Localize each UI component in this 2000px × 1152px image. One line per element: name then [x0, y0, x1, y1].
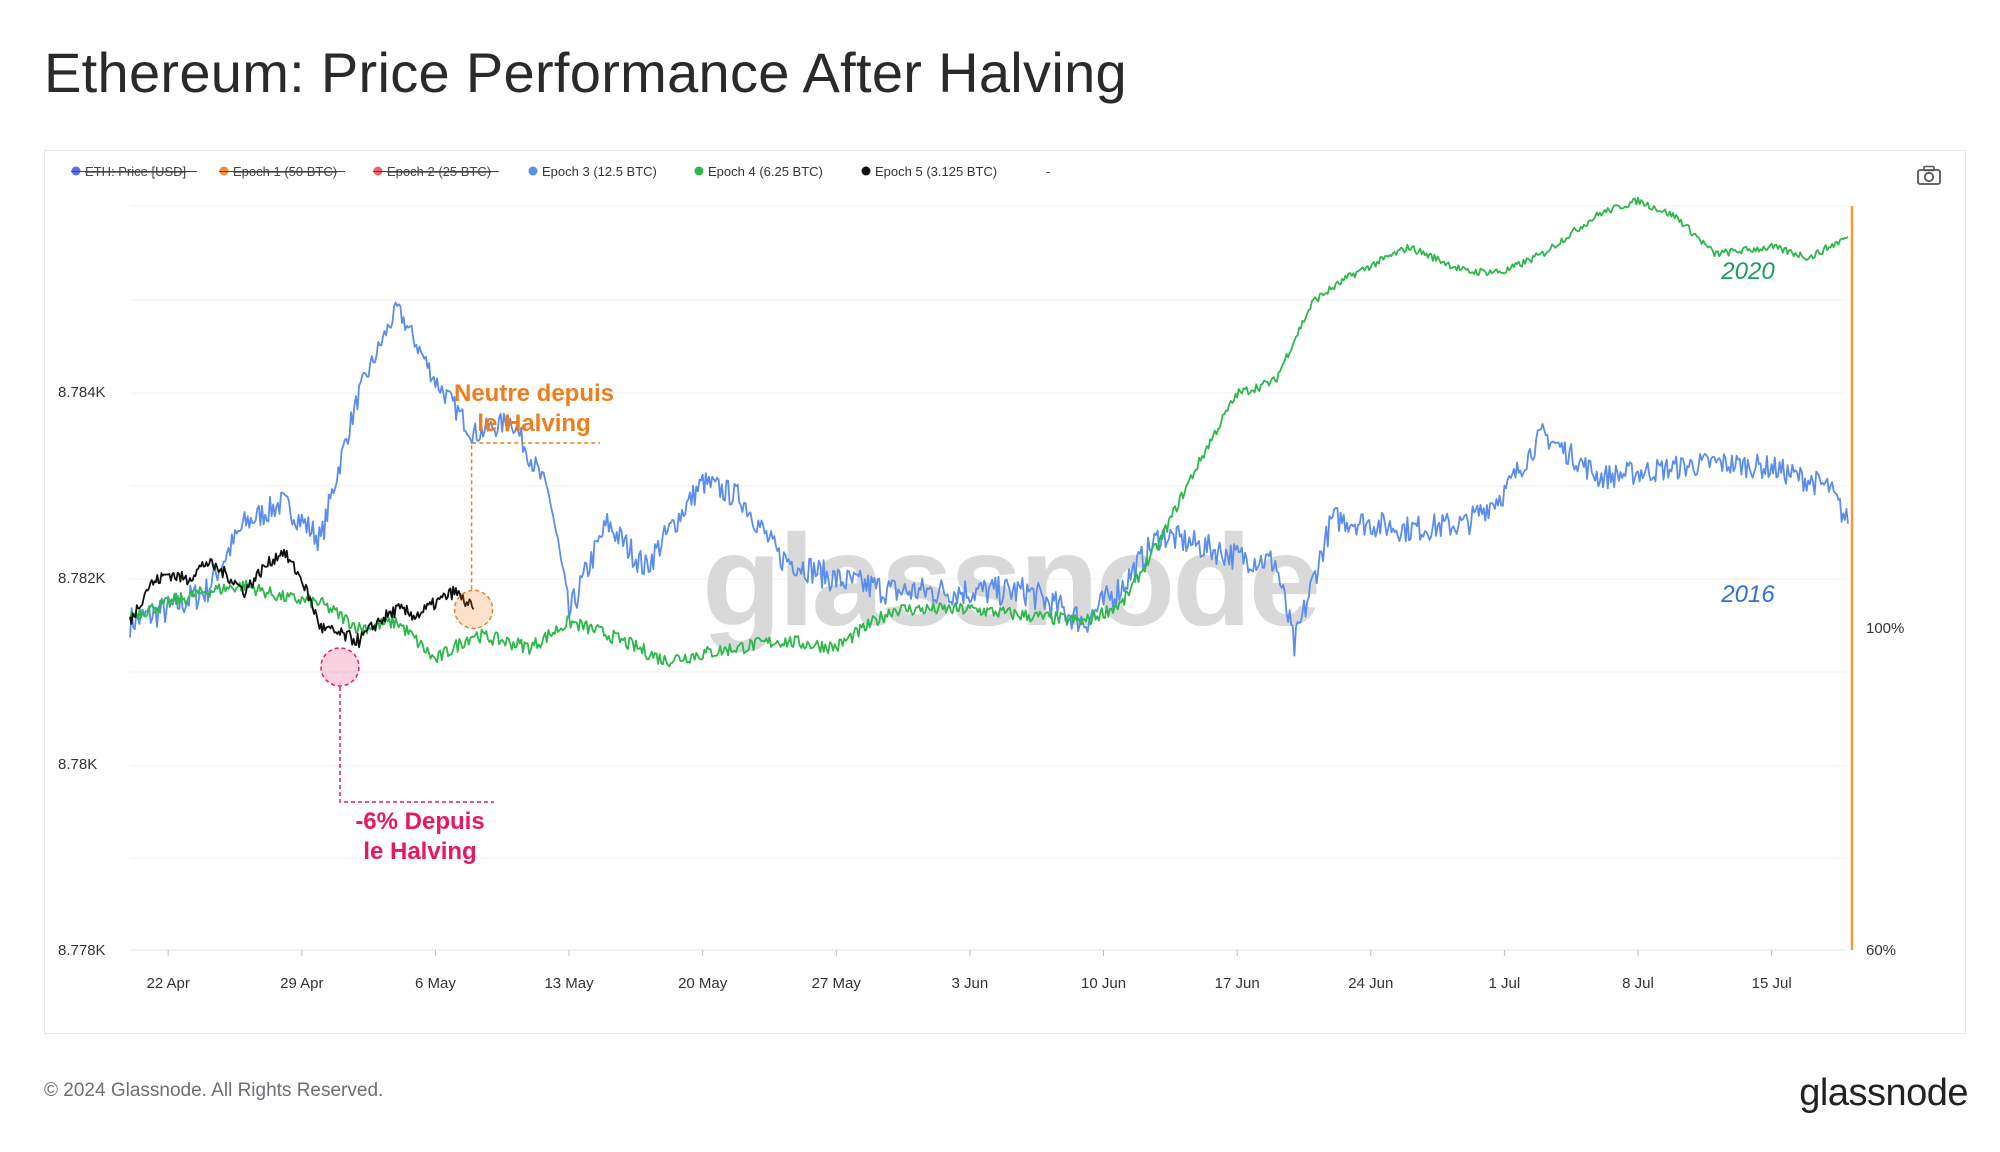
- y-tick-label: 8.782K: [58, 570, 106, 587]
- annotation-drawdown-text: -6% Depuis: [355, 808, 484, 835]
- series-line: [129, 301, 1849, 657]
- glassnode-watermark: glassnode: [702, 507, 1318, 653]
- legend-label: -: [1046, 164, 1050, 179]
- year-label-2020: 2020: [1720, 258, 1775, 285]
- legend-item[interactable]: Epoch 5 (3.125 BTC): [861, 164, 998, 179]
- page-title: Ethereum: Price Performance After Halvin…: [44, 41, 1127, 104]
- neutral-marker: [453, 589, 494, 630]
- x-tick-label: 10 Jun: [1081, 975, 1126, 992]
- legend-item[interactable]: Epoch 1 (50 BTC): [219, 164, 345, 179]
- legend-marker: [694, 166, 704, 176]
- x-tick-label: 15 Jul: [1752, 975, 1792, 992]
- x-tick-label: 8 Jul: [1622, 975, 1654, 992]
- x-tick-label: 24 Jun: [1348, 975, 1393, 992]
- chart-grid: [130, 205, 1846, 951]
- chart-axes: 8.778K 8.78K 8.782K 8.784K 60% 100% 22 Apr 29 A…: [58, 206, 1904, 992]
- legend-label: Epoch 5 (3.125 BTC): [875, 164, 997, 179]
- y-tick-label: 8.784K: [58, 384, 106, 401]
- annotation-drawdown-text: le Halving: [363, 838, 476, 865]
- x-tick-label: 1 Jul: [1489, 975, 1521, 992]
- legend-label: Epoch 4 (6.25 BTC): [708, 164, 823, 179]
- legend-item[interactable]: ETH: Price [USD]: [71, 164, 197, 179]
- series-layer: [129, 196, 1849, 668]
- footer-logo: glassnode: [1799, 1072, 1968, 1114]
- x-tick-label: 13 May: [544, 975, 594, 992]
- x-tick-label: 29 Apr: [280, 975, 323, 992]
- series-epoch-4-6-25-btc-: [129, 196, 1849, 668]
- annotation-neutral-text: Neutre depuis: [454, 380, 614, 407]
- chart-legend: ETH: Price [USD] Epoch 1 (50 BTC) Epoch 2 …: [71, 164, 1050, 179]
- x-tick-label: 3 Jun: [952, 975, 989, 992]
- drawdown-marker: [320, 647, 360, 687]
- drawdown-leader: [339, 687, 494, 803]
- legend-item[interactable]: -: [1046, 164, 1050, 179]
- chart-frame: [44, 150, 1966, 1034]
- x-tick-label: 27 May: [812, 975, 862, 992]
- legend-item[interactable]: Epoch 3 (12.5 BTC): [528, 164, 657, 179]
- legend-marker: [861, 166, 871, 176]
- x-tick-label: 17 Jun: [1215, 975, 1260, 992]
- chart-annotations: Neutre depuis le Halving -6% Depuis le Halv…: [320, 258, 1775, 865]
- footer-copyright: © 2024 Glassnode. All Rights Reserved.: [44, 1080, 384, 1101]
- legend-item[interactable]: Epoch 4 (6.25 BTC): [694, 164, 823, 179]
- y-tick-label: 8.778K: [58, 942, 106, 959]
- right-tick-label: 100%: [1866, 620, 1904, 637]
- series-line: [129, 196, 1849, 668]
- annotation-neutral-text: le Halving: [477, 410, 590, 437]
- series-line: [129, 548, 475, 649]
- right-tick-label: 60%: [1866, 942, 1896, 959]
- series-epoch-3-12-5-btc-: [129, 301, 1849, 657]
- year-label-2016: 2016: [1720, 581, 1775, 608]
- legend-item[interactable]: Epoch 2 (25 BTC): [373, 164, 499, 179]
- neutral-leader: [470, 442, 600, 590]
- series-epoch-5-3-125-btc-: [129, 548, 475, 649]
- camera-icon[interactable]: [1916, 164, 1942, 186]
- x-tick-label: 22 Apr: [146, 975, 189, 992]
- legend-label: Epoch 3 (12.5 BTC): [542, 164, 657, 179]
- y-tick-label: 8.78K: [58, 756, 97, 773]
- x-tick-label: 6 May: [415, 975, 456, 992]
- legend-marker: [528, 166, 538, 176]
- x-tick-label: 20 May: [678, 975, 728, 992]
